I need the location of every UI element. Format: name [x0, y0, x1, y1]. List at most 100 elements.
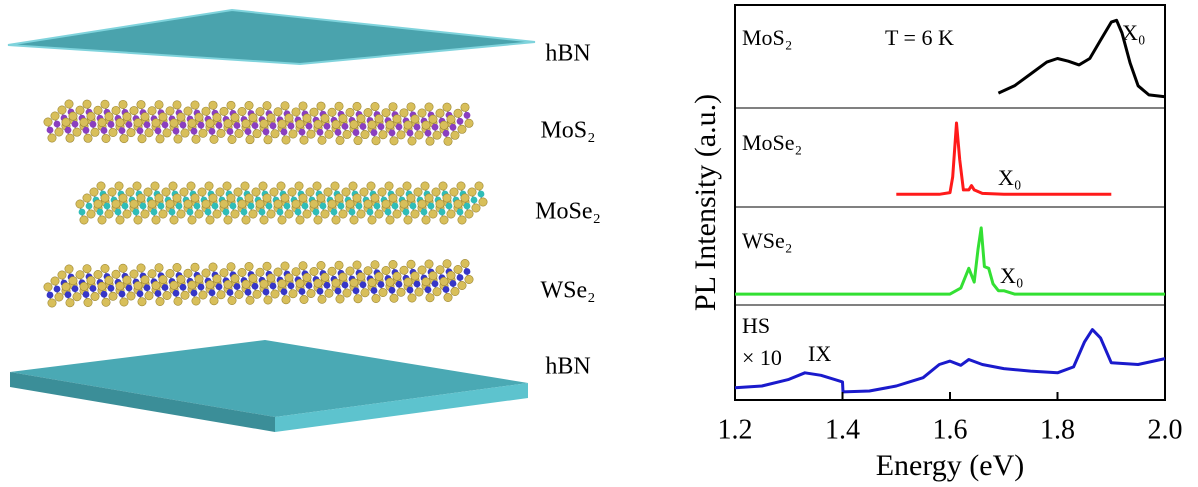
chalcogen-atom: [58, 106, 66, 114]
chalcogen-atom: [83, 194, 91, 202]
metal-atom: [281, 129, 288, 136]
chalcogen-atom: [289, 290, 297, 298]
metal-atom: [295, 209, 302, 216]
chalcogen-atom: [151, 182, 159, 190]
chalcogen-atom: [314, 216, 322, 224]
chalcogen-atom: [278, 280, 286, 288]
metal-atom: [180, 284, 187, 291]
chalcogen-atom: [296, 216, 304, 224]
chalcogen-atom: [274, 200, 282, 208]
chalcogen-atom: [422, 278, 430, 286]
metal-atom: [155, 290, 162, 297]
chalcogen-atom: [404, 121, 412, 129]
chalcogen-atom: [289, 130, 297, 138]
chalcogen-atom: [148, 270, 156, 278]
metal-atom: [439, 209, 446, 216]
chalcogen-atom: [105, 210, 113, 218]
chalcogen-atom: [209, 263, 217, 271]
chalcogen-atom: [425, 260, 433, 268]
chalcogen-atom: [141, 210, 149, 218]
chalcogen-atom: [123, 112, 131, 120]
chalcogen-atom: [303, 114, 311, 122]
chalcogen-atom: [393, 272, 401, 280]
hbn-top-sheet: [8, 10, 535, 64]
chalcogen-atom: [372, 294, 380, 302]
chalcogen-atom: [163, 129, 171, 137]
chalcogen-atom: [119, 100, 127, 108]
chalcogen-atom: [108, 188, 116, 196]
chalcogen-atom: [252, 188, 260, 196]
metal-atom: [169, 209, 176, 216]
chalcogen-atom: [180, 188, 188, 196]
chalcogen-atom: [73, 293, 81, 301]
metal-atom: [144, 121, 151, 128]
chalcogen-atom: [407, 260, 415, 268]
chalcogen-atom: [361, 289, 369, 297]
chalcogen-atom: [440, 216, 448, 224]
chalcogen-atom: [199, 291, 207, 299]
chalcogen-atom: [94, 106, 102, 114]
chalcogen-atom: [282, 296, 290, 304]
chalcogen-atom: [270, 188, 278, 196]
annotation: T = 6 K: [885, 25, 954, 50]
chalcogen-atom: [335, 194, 343, 202]
chalcogen-atom: [155, 194, 163, 202]
metal-atom: [450, 124, 457, 131]
metal-atom: [245, 128, 252, 135]
chalcogen-atom: [253, 129, 261, 137]
chalcogen-atom: [227, 101, 235, 109]
chalcogen-atom: [76, 271, 84, 279]
chalcogen-atom: [119, 194, 127, 202]
chalcogen-atom: [235, 129, 243, 137]
metal-atom: [421, 209, 428, 216]
chalcogen-atom: [278, 120, 286, 128]
metal-atom: [72, 285, 79, 292]
chalcogen-atom: [127, 128, 135, 136]
chalcogen-atom: [238, 268, 246, 276]
chalcogen-atom: [80, 216, 88, 224]
metal-atom: [126, 285, 133, 292]
chalcogen-atom: [231, 210, 239, 218]
chalcogen-atom: [292, 200, 300, 208]
chalcogen-atom: [360, 188, 368, 196]
chalcogen-atom: [145, 292, 153, 300]
chalcogen-atom: [390, 137, 398, 145]
metal-atom: [119, 291, 126, 298]
chalcogen-atom: [343, 289, 351, 297]
metal-atom: [338, 203, 345, 210]
chalcogen-atom: [343, 130, 351, 138]
chalcogen-atom: [245, 101, 253, 109]
chalcogen-atom: [386, 216, 394, 224]
metal-atom: [245, 289, 252, 296]
chalcogen-atom: [422, 216, 430, 224]
x-axis-label: Energy (eV): [876, 449, 1025, 482]
chalcogen-atom: [350, 120, 358, 128]
chalcogen-atom: [195, 275, 203, 283]
chalcogen-atom: [242, 119, 250, 127]
chalcogen-atom: [324, 188, 332, 196]
metal-atom: [223, 209, 230, 216]
chalcogen-atom: [426, 294, 434, 302]
chalcogen-atom: [224, 216, 232, 224]
chalcogen-atom: [415, 131, 423, 139]
chalcogen-atom: [277, 182, 285, 190]
chalcogen-atom: [159, 210, 167, 218]
metal-atom: [173, 290, 180, 297]
chalcogen-atom: [188, 216, 196, 224]
chalcogen-atom: [260, 120, 268, 128]
chalcogen-atom: [130, 200, 138, 208]
metal-atom: [378, 123, 385, 130]
metal-atom: [83, 127, 90, 134]
sample-label: HS: [742, 313, 770, 338]
chalcogen-atom: [116, 118, 124, 126]
chalcogen-atom: [181, 291, 189, 299]
chalcogen-atom: [397, 288, 405, 296]
chalcogen-atom: [436, 266, 444, 274]
chalcogen-atom: [98, 282, 106, 290]
chalcogen-atom: [177, 113, 185, 121]
chalcogen-atom: [260, 280, 268, 288]
chalcogen-atom: [444, 293, 452, 301]
chalcogen-atom: [267, 114, 275, 122]
metal-atom: [216, 283, 223, 290]
chalcogen-atom: [156, 297, 164, 305]
